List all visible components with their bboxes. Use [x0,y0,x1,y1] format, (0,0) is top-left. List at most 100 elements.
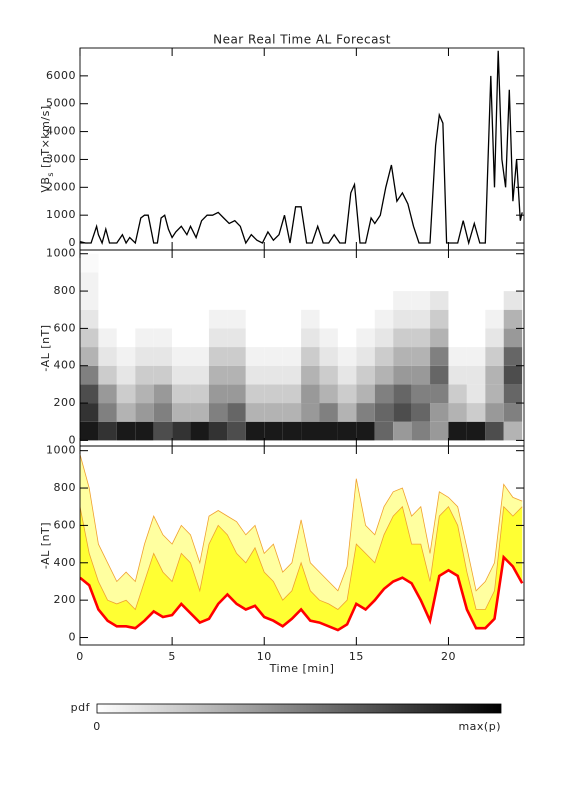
axes-frame [79,47,525,251]
heat-cell [337,309,357,329]
heat-cell [135,291,154,310]
heat-cell [190,309,209,329]
heat-cell [190,421,209,441]
heat-cell [264,328,283,348]
heat-cell [153,384,173,404]
heat-cell [374,403,394,422]
heat-cell [208,328,228,348]
heat-cell [374,253,394,273]
heat-cell [430,272,449,292]
heat-cell [282,328,302,348]
heat-cell [374,365,394,385]
heat-cell [485,309,504,329]
heat-cell [190,365,209,385]
heat-cell [466,272,486,292]
heat-cell [245,253,265,273]
heat-cell [116,403,136,422]
heat-cell [116,253,136,273]
heat-cell [319,309,338,329]
heat-cell [337,291,357,310]
heat-cell [208,421,228,441]
heat-cell [116,272,136,292]
heat-cell [301,384,320,404]
heat-cell [264,272,283,292]
heat-cell [80,291,99,310]
heat-cell [98,421,117,441]
heat-cell [98,328,117,348]
heat-cell [319,421,338,441]
heat-cell [393,291,412,310]
data-line [80,50,523,246]
heat-cell [135,272,154,292]
heat-cell [356,309,375,329]
heat-cell [208,253,228,273]
heat-cell [80,421,99,441]
heat-cell [411,291,431,310]
heat-cell [503,272,523,292]
heat-cell [503,291,523,310]
heat-cell [190,291,209,310]
heat-cell [190,253,209,273]
heat-cell [411,365,431,385]
heat-cell [264,384,283,404]
heat-cell [282,403,302,422]
heat-cell [356,384,375,404]
heat-cell [282,384,302,404]
heat-cell [485,403,504,422]
heat-cell [319,272,338,292]
heat-cell [135,347,154,366]
heat-cell [301,253,320,273]
heat-cell [172,328,191,348]
colorbar-label: pdf [71,701,91,714]
heat-cell [374,421,394,441]
heat-cell [172,291,191,310]
heat-cell [80,328,99,348]
heat-cell [282,365,302,385]
heat-cell [430,365,449,385]
heat-cell [319,291,338,310]
heat-cell [448,347,467,366]
y-tick-label: 2000 [46,180,76,193]
heat-cell [466,253,486,273]
heat-cell [393,421,412,441]
heat-cell [430,384,449,404]
x-tick-label: 10 [257,650,272,663]
heat-cell [430,403,449,422]
heat-cell [264,309,283,329]
y-axis-label-part: s [46,172,55,177]
heat-cell [227,309,246,329]
heat-cell [411,384,431,404]
heat-cell [153,272,173,292]
y-tick-label: 0 [69,236,77,249]
y-tick-label: 200 [54,593,77,606]
heat-cell [411,328,431,348]
heat-cell [301,365,320,385]
heat-cell [282,253,302,273]
heat-cell [80,272,99,292]
heat-cell [411,403,431,422]
heat-cell [466,347,486,366]
y-tick-label: 1000 [46,444,76,457]
heat-cell [135,365,154,385]
heat-cell [98,272,117,292]
heat-cell [227,365,246,385]
heat-cell [356,253,375,273]
heat-cell [282,421,302,441]
heat-cell [116,421,136,441]
heat-cell [393,309,412,329]
heat-cell [448,403,467,422]
heat-cell [135,421,154,441]
heat-cell [208,403,228,422]
heat-cell [374,291,394,310]
heat-cell [208,347,228,366]
heat-cell [245,309,265,329]
heat-cell [393,347,412,366]
heat-cell [485,384,504,404]
heat-cell [356,365,375,385]
heat-cell [466,309,486,329]
heat-cell [448,421,467,441]
x-tick-label: 5 [168,650,176,663]
heat-cell [208,291,228,310]
heat-cell [282,291,302,310]
band-edge [80,454,523,592]
